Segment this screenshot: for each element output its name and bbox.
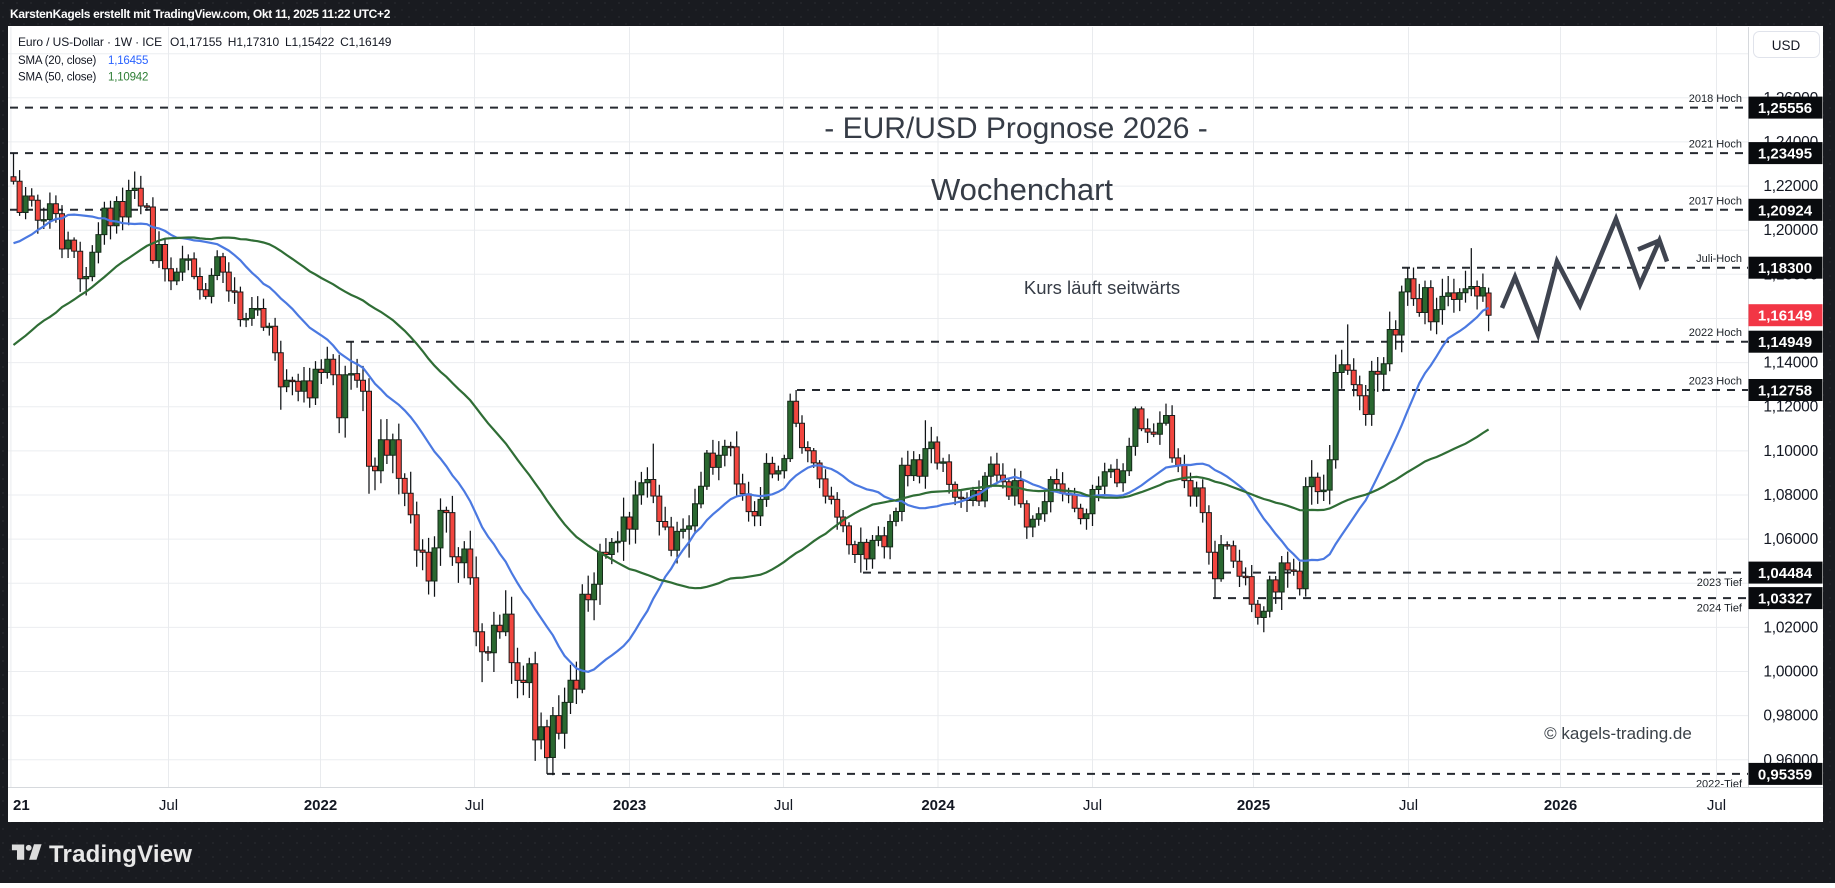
svg-text:2024 Tief: 2024 Tief — [1697, 603, 1743, 615]
svg-text:2026: 2026 — [1544, 797, 1577, 814]
svg-text:1,00000: 1,00000 — [1763, 664, 1818, 681]
svg-text:© kagels-trading.de: © kagels-trading.de — [1544, 724, 1692, 743]
svg-text:Jul: Jul — [1083, 797, 1102, 814]
svg-text:2022 Hoch: 2022 Hoch — [1689, 327, 1742, 339]
svg-text:0,95359: 0,95359 — [1758, 766, 1812, 783]
svg-text:1,22000: 1,22000 — [1763, 178, 1818, 195]
svg-text:1,16455: 1,16455 — [108, 55, 148, 67]
svg-text:1,16149: 1,16149 — [1758, 308, 1812, 325]
svg-text:KarstenKagels erstellt mit Tra: KarstenKagels erstellt mit TradingView.c… — [10, 7, 391, 21]
svg-text:Euro / US-Dollar · 1W · ICE: Euro / US-Dollar · 1W · ICE — [18, 35, 162, 49]
svg-text:Jul: Jul — [465, 797, 484, 814]
svg-text:Jul: Jul — [774, 797, 793, 814]
svg-text:- EUR/USD Prognose 2026 -: - EUR/USD Prognose 2026 - — [824, 112, 1208, 145]
svg-text:TradingView: TradingView — [49, 841, 192, 868]
svg-text:21: 21 — [13, 797, 30, 814]
svg-text:Juli-Hoch: Juli-Hoch — [1696, 253, 1742, 265]
svg-text:2025: 2025 — [1237, 797, 1270, 814]
svg-text:2017 Hoch: 2017 Hoch — [1689, 195, 1742, 207]
svg-text:1,12758: 1,12758 — [1758, 383, 1812, 400]
svg-text:1,20924: 1,20924 — [1758, 202, 1813, 219]
svg-text:1,02000: 1,02000 — [1763, 619, 1818, 636]
svg-text:O1,17155 H1,17310 L1,15422 C1,: O1,17155 H1,17310 L1,15422 C1,16149 — [170, 35, 392, 49]
svg-text:1,23495: 1,23495 — [1758, 146, 1812, 163]
svg-text:SMA (20, close): SMA (20, close) — [18, 55, 97, 67]
svg-text:Jul: Jul — [1707, 797, 1726, 814]
svg-text:2023 Hoch: 2023 Hoch — [1689, 376, 1742, 388]
svg-text:Wochenchart: Wochenchart — [931, 172, 1113, 207]
svg-text:1,03327: 1,03327 — [1758, 591, 1812, 608]
svg-text:2024: 2024 — [921, 797, 955, 814]
svg-text:2023 Tief: 2023 Tief — [1697, 577, 1743, 589]
svg-text:1,10000: 1,10000 — [1763, 443, 1818, 460]
svg-text:2022-Tief: 2022-Tief — [1696, 778, 1743, 790]
svg-text:1,10942: 1,10942 — [108, 72, 148, 84]
svg-text:1,20000: 1,20000 — [1763, 222, 1818, 239]
svg-text:1,25556: 1,25556 — [1758, 100, 1812, 117]
svg-text:SMA (50, close): SMA (50, close) — [18, 72, 97, 84]
svg-text:2018 Hoch: 2018 Hoch — [1689, 93, 1742, 105]
svg-text:1,18300: 1,18300 — [1758, 260, 1812, 277]
svg-text:1,06000: 1,06000 — [1763, 531, 1818, 548]
svg-text:2021 Hoch: 2021 Hoch — [1689, 139, 1742, 151]
svg-text:2023: 2023 — [613, 797, 646, 814]
svg-text:0,98000: 0,98000 — [1763, 708, 1818, 725]
svg-text:2022: 2022 — [304, 797, 337, 814]
svg-text:1,08000: 1,08000 — [1763, 487, 1818, 504]
svg-text:1,14949: 1,14949 — [1758, 334, 1812, 351]
svg-text:Kurs läuft seitwärts: Kurs läuft seitwärts — [1024, 277, 1180, 298]
svg-text:1,04484: 1,04484 — [1758, 565, 1813, 582]
svg-text:1,12000: 1,12000 — [1763, 399, 1818, 416]
svg-text:USD: USD — [1772, 38, 1801, 53]
svg-text:Jul: Jul — [1399, 797, 1418, 814]
svg-text:1,14000: 1,14000 — [1763, 355, 1818, 372]
svg-text:Jul: Jul — [159, 797, 178, 814]
